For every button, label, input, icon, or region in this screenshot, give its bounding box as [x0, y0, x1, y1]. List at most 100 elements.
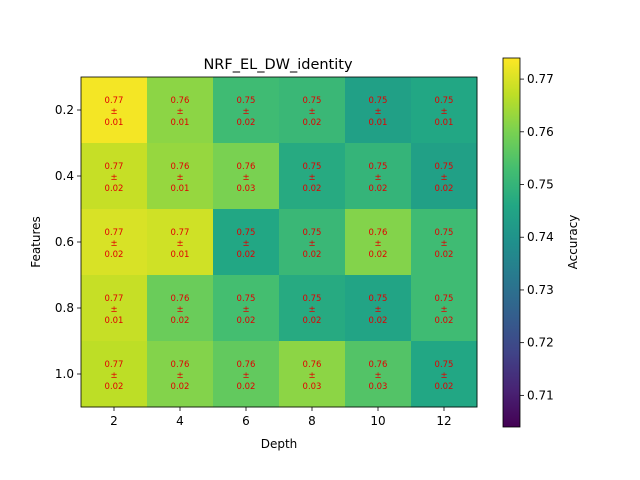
cell-label-pm: ± — [110, 173, 117, 183]
heatmap-cell — [213, 341, 280, 408]
cell-label-std: 0.02 — [435, 184, 454, 194]
x-tick-label: 12 — [436, 414, 451, 428]
x-axis: 2 4 6 8 10 12 — [110, 407, 452, 428]
cell-label-mean: 0.76 — [171, 294, 190, 304]
cell-label-mean: 0.75 — [435, 162, 454, 172]
cell-label-mean: 0.75 — [369, 294, 388, 304]
cell-label-mean: 0.77 — [105, 228, 124, 238]
x-tick-label: 10 — [370, 414, 385, 428]
cell-label-mean: 0.77 — [105, 162, 124, 172]
cell-label-std: 0.01 — [171, 250, 190, 260]
cell-label-mean: 0.75 — [435, 360, 454, 370]
cell-label-pm: ± — [374, 107, 381, 117]
cell-label-pm: ± — [374, 173, 381, 183]
heatmap-cell — [279, 77, 346, 144]
cell-label-mean: 0.76 — [171, 96, 190, 106]
cell-label-std: 0.02 — [369, 184, 388, 194]
cell-label-pm: ± — [110, 107, 117, 117]
cell-label-mean: 0.76 — [369, 228, 388, 238]
cell-label-std: 0.01 — [171, 118, 190, 128]
cell-label-std: 0.03 — [369, 382, 388, 392]
heatmap-cell — [213, 209, 280, 276]
cell-label-pm: ± — [374, 305, 381, 315]
cell-label-pm: ± — [440, 239, 447, 249]
heatmap-cell — [345, 143, 412, 210]
cell-label-pm: ± — [242, 371, 249, 381]
cell-label-mean: 0.77 — [105, 96, 124, 106]
heatmap-cell — [411, 77, 478, 144]
cell-label-mean: 0.75 — [369, 162, 388, 172]
y-tick-label: 1.0 — [55, 367, 74, 381]
cell-label-pm: ± — [110, 239, 117, 249]
cell-label-std: 0.01 — [171, 184, 190, 194]
colorbar-tick-label: 0.76 — [527, 125, 554, 139]
cell-label-std: 0.03 — [237, 184, 256, 194]
cell-label-mean: 0.75 — [303, 294, 322, 304]
cell-label-pm: ± — [374, 239, 381, 249]
heatmap-cell — [279, 143, 346, 210]
y-tick-label: 0.6 — [55, 235, 74, 249]
heatmap-cell — [411, 143, 478, 210]
cell-label-mean: 0.75 — [237, 294, 256, 304]
cell-label-pm: ± — [440, 107, 447, 117]
cell-label-std: 0.02 — [435, 382, 454, 392]
colorbar-tick-label: 0.73 — [527, 283, 554, 297]
cell-label-mean: 0.75 — [303, 96, 322, 106]
heatmap-cell — [411, 275, 478, 342]
heatmap-cell — [411, 209, 478, 276]
x-tick-label: 4 — [176, 414, 184, 428]
colorbar-tick-label: 0.74 — [527, 230, 554, 244]
x-axis-label: Depth — [261, 437, 298, 451]
heatmap-cell — [81, 341, 148, 408]
cell-label-mean: 0.75 — [303, 162, 322, 172]
colorbar-tick-label: 0.75 — [527, 178, 554, 192]
cell-label-pm: ± — [440, 173, 447, 183]
cell-label-mean: 0.75 — [435, 228, 454, 238]
cell-label-mean: 0.76 — [369, 360, 388, 370]
heatmap-cell — [147, 275, 214, 342]
cell-label-std: 0.02 — [237, 316, 256, 326]
cell-label-pm: ± — [176, 239, 183, 249]
cell-label-pm: ± — [308, 107, 315, 117]
cell-label-std: 0.02 — [105, 250, 124, 260]
colorbar-tick-label: 0.71 — [527, 388, 554, 402]
cell-label-pm: ± — [176, 371, 183, 381]
cell-label-pm: ± — [242, 107, 249, 117]
cell-label-std: 0.02 — [303, 316, 322, 326]
colorbar-tick-label: 0.77 — [527, 72, 554, 86]
heatmap-cell — [213, 143, 280, 210]
heatmap-cell — [81, 275, 148, 342]
cell-label-mean: 0.75 — [303, 228, 322, 238]
cell-label-mean: 0.76 — [171, 360, 190, 370]
heatmap-cell — [81, 209, 148, 276]
cell-label-std: 0.03 — [303, 382, 322, 392]
cell-label-pm: ± — [440, 371, 447, 381]
cell-label-mean: 0.77 — [105, 360, 124, 370]
chart-title: NRF_EL_DW_identity — [203, 57, 352, 73]
cell-label-std: 0.02 — [237, 250, 256, 260]
cell-label-std: 0.02 — [303, 184, 322, 194]
cell-label-std: 0.02 — [171, 382, 190, 392]
cell-label-pm: ± — [242, 239, 249, 249]
cell-label-std: 0.02 — [105, 184, 124, 194]
heatmap-cell — [411, 341, 478, 408]
cell-label-mean: 0.75 — [435, 294, 454, 304]
y-axis-label: Features — [29, 216, 43, 268]
colorbar-ticks: 0.71 0.72 0.73 0.74 0.75 0.76 0.77 — [520, 72, 554, 402]
cell-label-pm: ± — [176, 305, 183, 315]
heatmap-cell — [279, 341, 346, 408]
cell-label-pm: ± — [308, 239, 315, 249]
cell-label-pm: ± — [242, 305, 249, 315]
cell-label-std: 0.01 — [369, 118, 388, 128]
y-tick-label: 0.4 — [55, 169, 74, 183]
cell-label-pm: ± — [110, 305, 117, 315]
heatmap-cell — [81, 143, 148, 210]
cell-label-pm: ± — [308, 305, 315, 315]
heatmap-cell — [147, 77, 214, 144]
y-tick-label: 0.8 — [55, 301, 74, 315]
cell-label-std: 0.02 — [435, 250, 454, 260]
heatmap-cell — [345, 77, 412, 144]
cell-label-mean: 0.75 — [237, 96, 256, 106]
heatmap-cell — [213, 77, 280, 144]
